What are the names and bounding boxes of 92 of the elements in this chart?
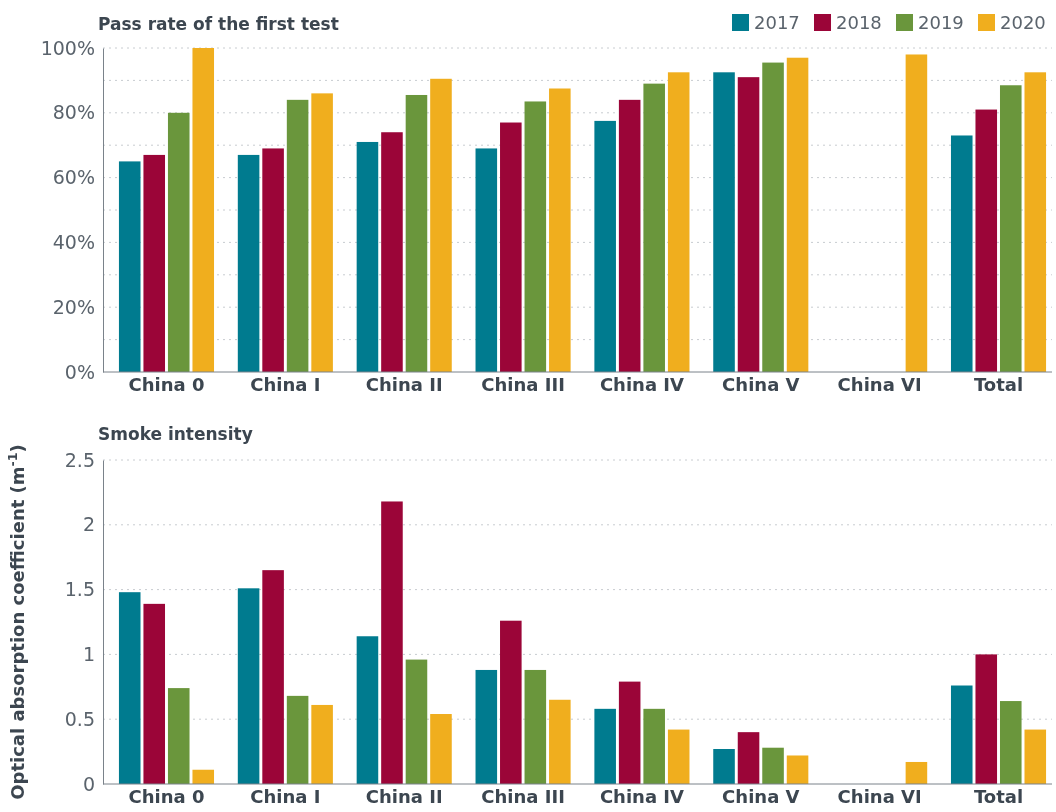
bar — [167, 112, 190, 372]
y-tick-label: 0 — [82, 772, 95, 795]
bar — [786, 57, 809, 372]
bar — [667, 729, 690, 784]
bar — [594, 708, 616, 784]
bar — [500, 620, 522, 784]
bar — [643, 83, 665, 372]
bar — [475, 669, 498, 784]
y-tick-label: 2.5 — [64, 448, 95, 471]
bar — [500, 122, 522, 372]
y-tick-label: 0% — [64, 360, 95, 383]
chart-title: Pass rate of the first test — [98, 14, 339, 34]
y-tick-label: 0.5 — [64, 707, 95, 730]
bar — [286, 695, 309, 784]
bar — [430, 78, 452, 372]
y-tick-label: 2 — [82, 513, 95, 536]
x-tick-label: China VI — [837, 785, 922, 807]
bar — [786, 755, 809, 784]
bar — [762, 747, 784, 784]
bar — [143, 154, 166, 372]
bar — [762, 62, 784, 372]
x-tick-label: China II — [365, 373, 443, 395]
bar — [713, 72, 735, 372]
y-tick-label: 60% — [52, 166, 95, 189]
bar — [192, 769, 215, 784]
bar — [381, 501, 403, 784]
x-tick-label: China III — [481, 785, 565, 807]
legend-label: 2017 — [754, 12, 800, 33]
bar — [524, 101, 547, 372]
bar — [713, 749, 735, 784]
y-tick-label: 1.5 — [64, 578, 95, 601]
bar — [262, 570, 284, 784]
chart-title: Smoke intensity — [98, 424, 253, 444]
bar — [737, 77, 760, 372]
x-tick-label: China II — [365, 785, 443, 807]
x-tick-label: China VI — [837, 373, 922, 395]
y-tick-label: 1 — [82, 642, 95, 665]
x-tick-label: China I — [250, 373, 321, 395]
bar — [905, 54, 928, 372]
bar — [737, 732, 760, 784]
bar — [549, 88, 571, 372]
x-tick-label: Total — [973, 373, 1024, 395]
bar — [475, 148, 498, 372]
bar — [1024, 729, 1047, 784]
bar — [950, 135, 973, 372]
bar — [524, 669, 547, 784]
bar — [118, 161, 141, 372]
bar — [381, 132, 403, 372]
bar — [237, 588, 260, 784]
y-tick-label: 40% — [52, 230, 95, 253]
bar — [667, 72, 690, 372]
bar — [237, 154, 260, 372]
y-tick-label: 20% — [52, 295, 95, 318]
y-tick-label: 100% — [40, 36, 95, 59]
bar — [594, 120, 616, 372]
x-tick-label: China IV — [599, 785, 685, 807]
bar — [905, 761, 928, 784]
bar — [643, 708, 665, 784]
x-tick-label: China V — [722, 785, 800, 807]
bar — [286, 99, 309, 372]
x-tick-label: Total — [973, 785, 1024, 807]
x-tick-label: China III — [481, 373, 565, 395]
bar — [975, 109, 998, 372]
bar — [999, 85, 1022, 372]
bar — [405, 659, 428, 784]
y-tick-label: 80% — [52, 101, 95, 124]
bar — [975, 654, 998, 784]
bar — [143, 603, 166, 784]
bar — [167, 688, 190, 784]
bar — [262, 148, 284, 372]
bar — [192, 48, 215, 372]
bar — [405, 94, 428, 372]
bar — [356, 636, 379, 784]
bar — [356, 141, 379, 372]
legend-label: 2019 — [918, 12, 964, 33]
bar — [618, 681, 641, 784]
bar — [430, 714, 452, 784]
x-tick-label: China I — [250, 785, 321, 807]
bar — [311, 93, 333, 372]
x-tick-label: China V — [722, 373, 800, 395]
legend-label: 2020 — [1000, 12, 1046, 33]
bar — [999, 701, 1022, 784]
bar — [311, 704, 333, 784]
bar — [950, 685, 973, 784]
legend-label: 2018 — [836, 12, 882, 33]
x-tick-label: China IV — [599, 373, 685, 395]
bar — [1024, 72, 1047, 372]
bar — [549, 699, 571, 784]
bar — [118, 592, 141, 784]
bar — [618, 99, 641, 372]
x-tick-label: China 0 — [128, 785, 205, 807]
x-tick-label: China 0 — [128, 373, 205, 395]
